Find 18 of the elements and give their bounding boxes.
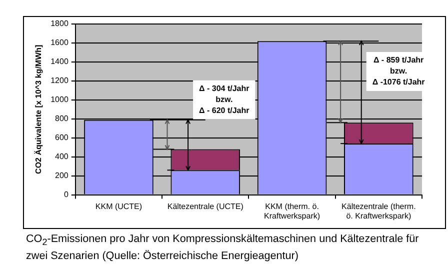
x-tick-label: Kältezentrale (therm. ö. Kraftwerkspark) <box>342 202 416 220</box>
y-tick-label: 1600 <box>50 38 69 48</box>
x-tick-label: Kältezentrale (UCTE) <box>167 202 244 211</box>
y-tick-label: 200 <box>55 171 69 180</box>
y-tick-label: 800 <box>55 114 69 124</box>
y-tick-label: 600 <box>55 133 69 142</box>
y-axis-title: CO2 Äquivalente [x 10^3 kg/MWh] <box>34 44 44 174</box>
y-tick-label: 1800 <box>50 19 69 28</box>
annotation: Δ - 859 t/Jahr bzw. Δ -1076 t/Jahr <box>372 56 425 87</box>
y-tick-label: 1200 <box>50 76 69 86</box>
text: CO$_{2}$-Emissionen pro Jahr von Kompressionskältemaschinen und Kältezentrale für zwei Szenarien (Quelle: Österreichische Energieagentur) <box>26 232 420 264</box>
x-tick-label: KKM (therm. ö. Kraftwerkspark) <box>264 202 320 220</box>
x-tick-label: KKM (UCTE) <box>95 202 142 211</box>
y-tick-label: 0 <box>64 190 69 200</box>
y-tick-label: 1000 <box>50 95 69 104</box>
y-tick-label: 400 <box>55 152 69 162</box>
y-tick-label: 1400 <box>50 57 69 66</box>
annotation: Δ - 304 t/Jahr bzw. Δ - 620 t/Jahr <box>199 84 250 116</box>
